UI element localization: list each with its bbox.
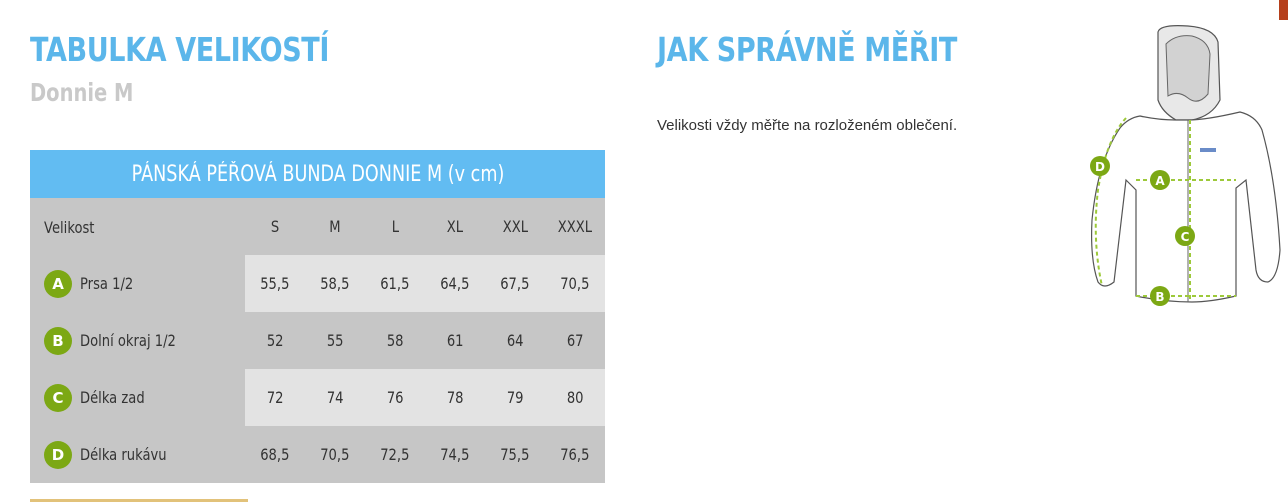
table-row: C Délka zad 72 74 76 78 79 80 xyxy=(30,369,605,426)
howto-title: JAK SPRÁVNĚ MĚŘIT xyxy=(657,30,957,69)
table-cell: 67 xyxy=(545,312,605,369)
table-cell: 68,5 xyxy=(245,426,305,483)
table-header-row: Velikost S M L XL XXL XXXL xyxy=(30,198,605,255)
table-cell: 61,5 xyxy=(365,255,425,312)
size-header: S xyxy=(245,198,305,255)
table-cell: 80 xyxy=(545,369,605,426)
table-cell: 74 xyxy=(305,369,365,426)
table-cell: 70,5 xyxy=(545,255,605,312)
table-cell: 72 xyxy=(245,369,305,426)
table-cell: 74,5 xyxy=(425,426,485,483)
table-cell: 61 xyxy=(425,312,485,369)
corner-accent xyxy=(1279,0,1288,20)
jacket-hood-inner xyxy=(1165,35,1211,102)
diagram-badge-c: C xyxy=(1175,226,1195,246)
table-cell: 67,5 xyxy=(485,255,545,312)
diagram-badge-b: B xyxy=(1150,286,1170,306)
table-cell: 76,5 xyxy=(545,426,605,483)
table-cell: 70,5 xyxy=(305,426,365,483)
measure-note: Velikosti vždy měřte na rozloženém obleč… xyxy=(657,117,958,134)
product-name: Donnie M xyxy=(30,78,134,107)
size-header-label: Velikost xyxy=(30,198,245,255)
badge-d: D xyxy=(44,440,72,469)
table-cell: 72,5 xyxy=(365,426,425,483)
row-label: D Délka rukávu xyxy=(30,426,245,483)
badge-b: B xyxy=(44,326,72,355)
size-table-caption: PÁNSKÁ PÉŘOVÁ BUNDA DONNIE M (v cm) xyxy=(30,150,605,198)
table-cell: 64 xyxy=(485,312,545,369)
table-cell: 55,5 xyxy=(245,255,305,312)
measure-line-d xyxy=(1094,117,1127,287)
size-table: PÁNSKÁ PÉŘOVÁ BUNDA DONNIE M (v cm) Veli… xyxy=(30,150,605,483)
badge-c: C xyxy=(44,383,72,412)
bottom-accent-line xyxy=(30,499,248,502)
svg-text:C: C xyxy=(1181,230,1190,244)
table-cell: 52 xyxy=(245,312,305,369)
table-cell: 55 xyxy=(305,312,365,369)
table-row: A Prsa 1/2 55,5 58,5 61,5 64,5 67,5 70,5 xyxy=(30,255,605,312)
jacket-logo xyxy=(1200,148,1216,152)
size-header: M xyxy=(305,198,365,255)
svg-text:B: B xyxy=(1155,290,1164,304)
row-label: B Dolní okraj 1/2 xyxy=(30,312,245,369)
diagram-badge-a: A xyxy=(1150,170,1170,190)
table-row: D Délka rukávu 68,5 70,5 72,5 74,5 75,5 7… xyxy=(30,426,605,483)
table-row: B Dolní okraj 1/2 52 55 58 61 64 67 xyxy=(30,312,605,369)
size-header: XXL xyxy=(485,198,545,255)
row-label: A Prsa 1/2 xyxy=(30,255,245,312)
svg-text:D: D xyxy=(1095,160,1105,174)
table-cell: 58,5 xyxy=(305,255,365,312)
jacket-measurement-diagram: A B C D xyxy=(1090,25,1281,306)
svg-text:A: A xyxy=(1155,174,1165,188)
table-cell: 78 xyxy=(425,369,485,426)
size-header: L xyxy=(365,198,425,255)
size-header: XL xyxy=(425,198,485,255)
jacket-body xyxy=(1091,111,1281,303)
table-cell: 75,5 xyxy=(485,426,545,483)
row-label: C Délka zad xyxy=(30,369,245,426)
table-cell: 76 xyxy=(365,369,425,426)
table-cell: 79 xyxy=(485,369,545,426)
table-cell: 58 xyxy=(365,312,425,369)
page-title: TABULKA VELIKOSTÍ xyxy=(30,30,330,69)
size-header: XXXL xyxy=(545,198,605,255)
diagram-badge-d: D xyxy=(1090,156,1110,176)
table-cell: 64,5 xyxy=(425,255,485,312)
badge-a: A xyxy=(44,269,72,298)
